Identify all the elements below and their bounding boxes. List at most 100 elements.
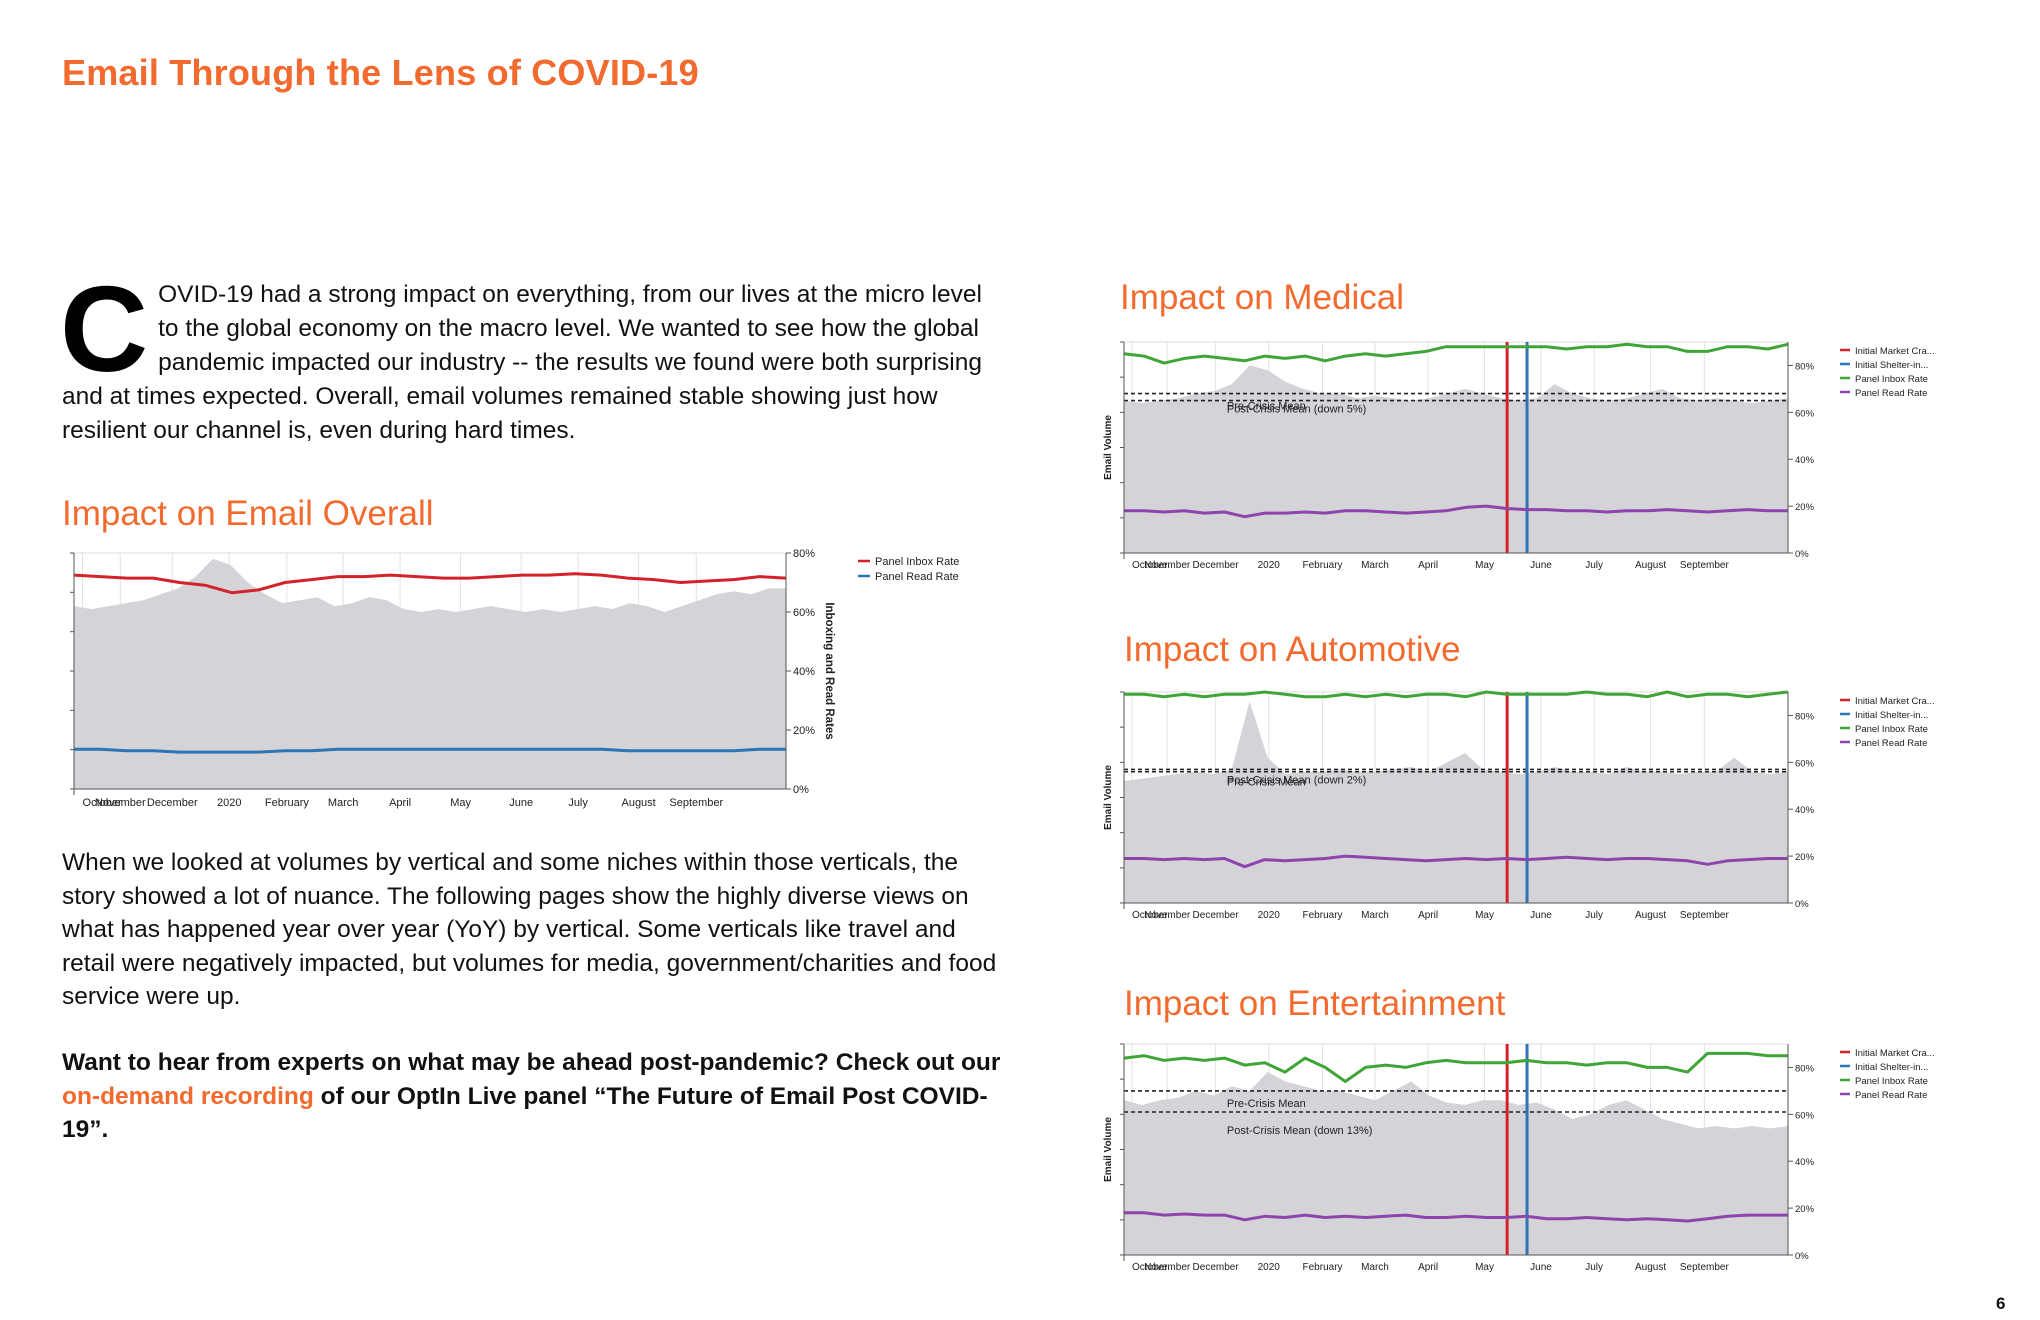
page-title: Email Through the Lens of COVID-19 [62,52,699,93]
x-tick-label: April [1418,1262,1438,1273]
legend-label: Panel Inbox Rate [1855,374,1928,385]
chart-entertainment: Pre-Crisis Mean Post-Crisis Mean (down 13… [1103,1043,1935,1273]
right-axis-tick-label: 40% [1795,805,1815,816]
x-tick-label: February [265,797,310,809]
post-crisis-mean-label: Post-Crisis Mean (down 13%) [1227,1125,1372,1137]
x-tick-label: December [147,797,198,809]
right-axis-tick-label: 80% [1795,1063,1815,1074]
x-tick-label: October [1132,1262,1168,1273]
cta-paragraph: Want to hear from experts on what may be… [62,1046,1002,1147]
x-tick-label: October [83,797,122,809]
pre-crisis-mean-label: Pre-Crisis Mean [1227,401,1306,413]
email-volume-area [1124,365,1788,553]
y-axis-title: Email Volume [1103,415,1114,480]
legend-label: Initial Market Cra... [1855,1048,1935,1059]
x-tick-label: June [1530,910,1552,921]
legend-label: Panel Inbox Rate [1855,724,1928,735]
right-axis-tick-label: 40% [793,666,815,678]
x-tick-label: August [621,797,655,809]
y-axis-title: Email Volume [1103,1117,1114,1182]
x-tick-label: August [1635,910,1666,921]
x-tick-label: June [1530,560,1552,571]
x-tick-label: May [1475,910,1494,921]
intro-text: OVID-19 had a strong impact on everythin… [62,281,982,444]
pre-crisis-mean-label: Pre-Crisis Mean [1227,776,1306,788]
page-number: 6 [1996,1294,2006,1313]
right-axis-tick-label: 40% [1795,1157,1815,1168]
x-tick-label: November [1144,560,1191,571]
right-axis-tick-label: 20% [1795,852,1815,863]
x-tick-label: November [1144,910,1191,921]
x-tick-label: May [1475,560,1494,571]
post-crisis-mean-label: Post-Crisis Mean (down 2%) [1227,775,1366,787]
x-tick-label: December [1193,1262,1240,1273]
x-tick-label: July [1585,1262,1603,1273]
legend-label: Initial Shelter-in... [1855,1062,1928,1073]
x-tick-label: October [1132,560,1168,571]
cta-text-start: Want to hear from experts on what may be… [62,1049,1001,1076]
post-crisis-mean-label: Post-Crisis Mean (down 5%) [1227,404,1366,416]
x-tick-label: July [568,797,588,809]
x-tick-label: 2020 [1258,910,1281,921]
x-tick-label: 2020 [217,797,241,809]
x-tick-label: March [1361,560,1389,571]
x-tick-label: June [1530,1262,1552,1273]
x-tick-label: September [1680,560,1730,571]
x-tick-label: December [1193,910,1240,921]
right-axis-tick-label: 80% [793,548,815,560]
x-tick-label: May [1475,1262,1494,1273]
legend-label: Panel Read Rate [875,571,959,583]
legend-label: Panel Read Rate [1855,1090,1927,1101]
right-axis-title: Inboxing and Read Rates [823,602,835,739]
x-tick-label: May [450,797,471,809]
legend-label: Initial Shelter-in... [1855,360,1928,371]
right-axis-tick-label: 0% [793,784,809,796]
x-tick-label: December [1193,560,1240,571]
section-heading-overall: Impact on Email Overall [62,494,434,533]
series-line-panel-inbox-rate [1124,690,1789,699]
series-line-panel-inbox-rate [73,572,787,595]
right-axis-tick-label: 20% [793,725,815,737]
x-tick-label: August [1635,1262,1666,1273]
cta-text-end: of our OptIn Live panel “The Future of E… [62,1082,988,1144]
email-volume-area [74,558,786,789]
vertical-analysis-paragraph: When we looked at volumes by vertical an… [62,849,997,1010]
on-demand-recording-link[interactable]: on-demand recording [62,1082,314,1110]
legend-label: Initial Shelter-in... [1855,710,1928,721]
x-tick-label: October [1132,910,1168,921]
x-tick-label: September [669,797,723,809]
x-tick-label: August [1635,560,1666,571]
right-axis-tick-label: 80% [1795,711,1815,722]
x-tick-label: 2020 [1258,1262,1281,1273]
x-tick-label: November [1144,1262,1191,1273]
y-axis-title: Email Volume [1103,765,1114,830]
right-axis-tick-label: 60% [1795,408,1815,419]
x-tick-label: March [1361,910,1389,921]
x-tick-label: 2020 [1258,560,1281,571]
legend-label: Panel Read Rate [1855,738,1927,749]
intro-paragraph: C OVID-19 had a strong impact on everythi… [60,268,982,448]
x-tick-label: June [509,797,533,809]
x-tick-label: April [389,797,411,809]
x-tick-label: July [1585,560,1603,571]
legend-label: Panel Inbox Rate [1855,1076,1928,1087]
section-heading-entertainment: Impact on Entertainment [1124,984,1506,1023]
right-axis-tick-label: 0% [1795,549,1809,560]
x-tick-label: November [95,797,146,809]
legend-label: Panel Read Rate [1855,388,1927,399]
right-axis-tick-label: 60% [793,607,815,619]
right-axis-tick-label: 0% [1795,1251,1809,1262]
x-tick-label: February [1303,1262,1343,1273]
x-tick-label: February [1303,910,1343,921]
x-tick-label: April [1418,910,1438,921]
series-line-panel-read-rate [1124,504,1788,519]
series-line-panel-read-rate [74,747,786,754]
right-axis-tick-label: 20% [1795,502,1815,513]
x-tick-label: February [1303,560,1343,571]
email-volume-area [1124,701,1788,903]
x-tick-label: September [1680,910,1730,921]
x-tick-label: March [328,797,359,809]
email-volume-area [1124,1072,1788,1255]
